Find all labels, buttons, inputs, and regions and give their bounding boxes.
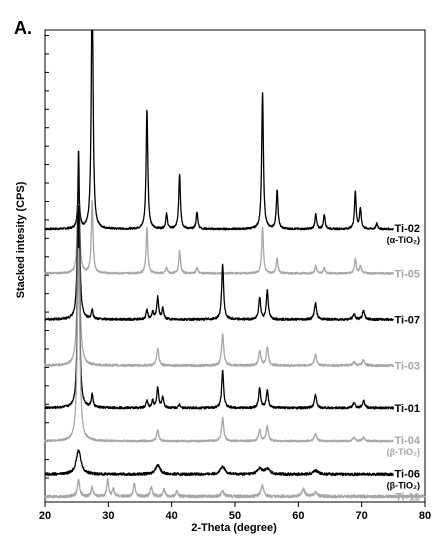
x-tick-label: 60 [292, 510, 304, 522]
series-sublabel: (α-TiO₂) [387, 235, 420, 245]
series-label: Ti-06 [395, 468, 420, 480]
series-label: Ti-05 [395, 268, 420, 280]
plot-frame [44, 29, 426, 503]
series-trace-ti-11 [44, 478, 426, 499]
x-tick-label: 20 [39, 510, 51, 522]
series-trace-ti-06 [44, 449, 394, 477]
series-trace-ti-07 [44, 150, 394, 322]
y-axis-title: Stacked intesity (CPS) [15, 181, 27, 298]
x-tick-label: 80 [419, 510, 431, 522]
series-trace-ti-03 [44, 204, 394, 368]
x-tick-label: 50 [229, 510, 241, 522]
x-axis-title: 2-Theta (degree) [191, 522, 277, 534]
series-label: Ti-03 [395, 361, 420, 373]
panel-label: A. [14, 18, 32, 38]
series-label: Ti-02 [395, 223, 420, 235]
series-trace-ti-05 [44, 174, 394, 275]
series-label: Ti-04 [395, 435, 421, 447]
plot-axes: 20 30 40 50 60 70 80 [39, 29, 431, 522]
series-sublabel: (β-TiO₂) [387, 447, 420, 457]
x-tick-label: 30 [102, 510, 114, 522]
series-label: Ti-07 [395, 314, 420, 326]
series-label: Ti-11 [395, 491, 420, 503]
series-trace-ti-04 [44, 247, 394, 443]
series-trace-ti-01 [44, 204, 394, 410]
series-label: Ti-01 [395, 403, 420, 415]
series-sublabel: (β-TiO₂) [387, 480, 420, 490]
x-tick-label: 70 [356, 510, 368, 522]
series-labels: Ti-02(α-TiO₂)Ti-05Ti-07Ti-03Ti-01Ti-04(β… [387, 223, 421, 503]
x-tick-label: 40 [166, 510, 178, 522]
plot-traces [44, 30, 426, 499]
series-trace-ti-02 [44, 30, 394, 231]
